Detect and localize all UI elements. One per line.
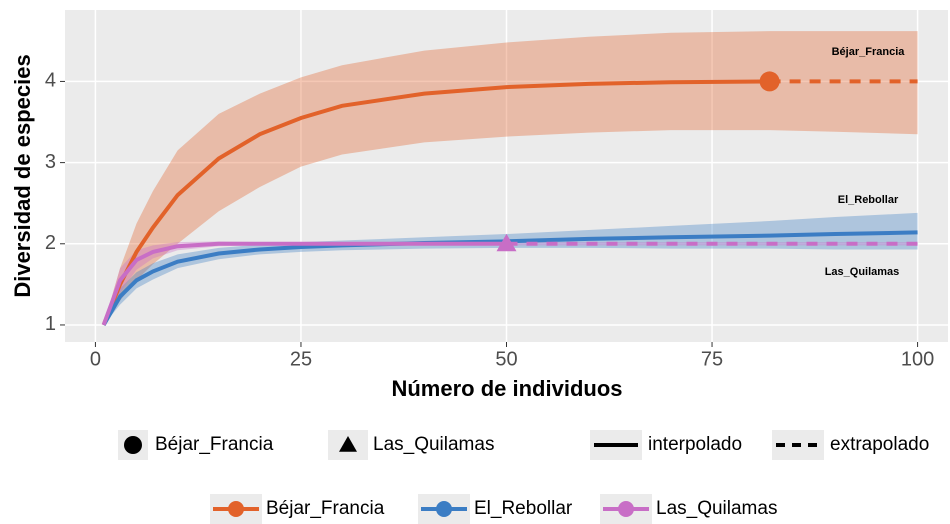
legend-label: Béjar_Francia	[266, 498, 385, 519]
marker	[496, 233, 517, 252]
series-annotation: Las_Quilamas	[825, 266, 900, 278]
legend-label: Béjar_Francia	[155, 434, 274, 455]
line-interpolated	[101, 230, 918, 326]
confidence-band	[103, 212, 918, 325]
legend-label: interpolado	[648, 434, 742, 455]
series-annotation: Béjar_Francia	[832, 46, 906, 58]
y-tick-label: 1	[45, 313, 56, 335]
series-annotation: El_Rebollar	[838, 194, 899, 206]
y-tick-label: 4	[45, 70, 56, 92]
legend-marker	[618, 501, 634, 517]
x-tick-label: 100	[901, 348, 934, 370]
legend-label: Las_Quilamas	[656, 498, 777, 519]
legend-label: extrapolado	[830, 434, 929, 455]
x-axis-title: Número de individuos	[391, 376, 622, 401]
x-tick-label: 75	[701, 348, 723, 370]
confidence-band	[103, 31, 918, 325]
x-tick-label: 25	[290, 348, 312, 370]
legend-marker	[228, 501, 244, 517]
legend-label: Las_Quilamas	[373, 434, 494, 455]
y-tick-label: 2	[45, 232, 56, 254]
marker	[339, 436, 357, 452]
x-tick-label: 50	[495, 348, 517, 370]
y-axis-title: Diversidad de especies	[10, 54, 35, 297]
x-tick-label: 0	[90, 348, 101, 370]
line-interpolated	[101, 241, 507, 326]
line-interpolated	[101, 79, 770, 326]
legend-marker	[436, 501, 452, 517]
y-tick-label: 3	[45, 151, 56, 173]
marker	[124, 436, 142, 454]
marker	[759, 71, 780, 92]
legend-label: El_Rebollar	[474, 498, 573, 519]
